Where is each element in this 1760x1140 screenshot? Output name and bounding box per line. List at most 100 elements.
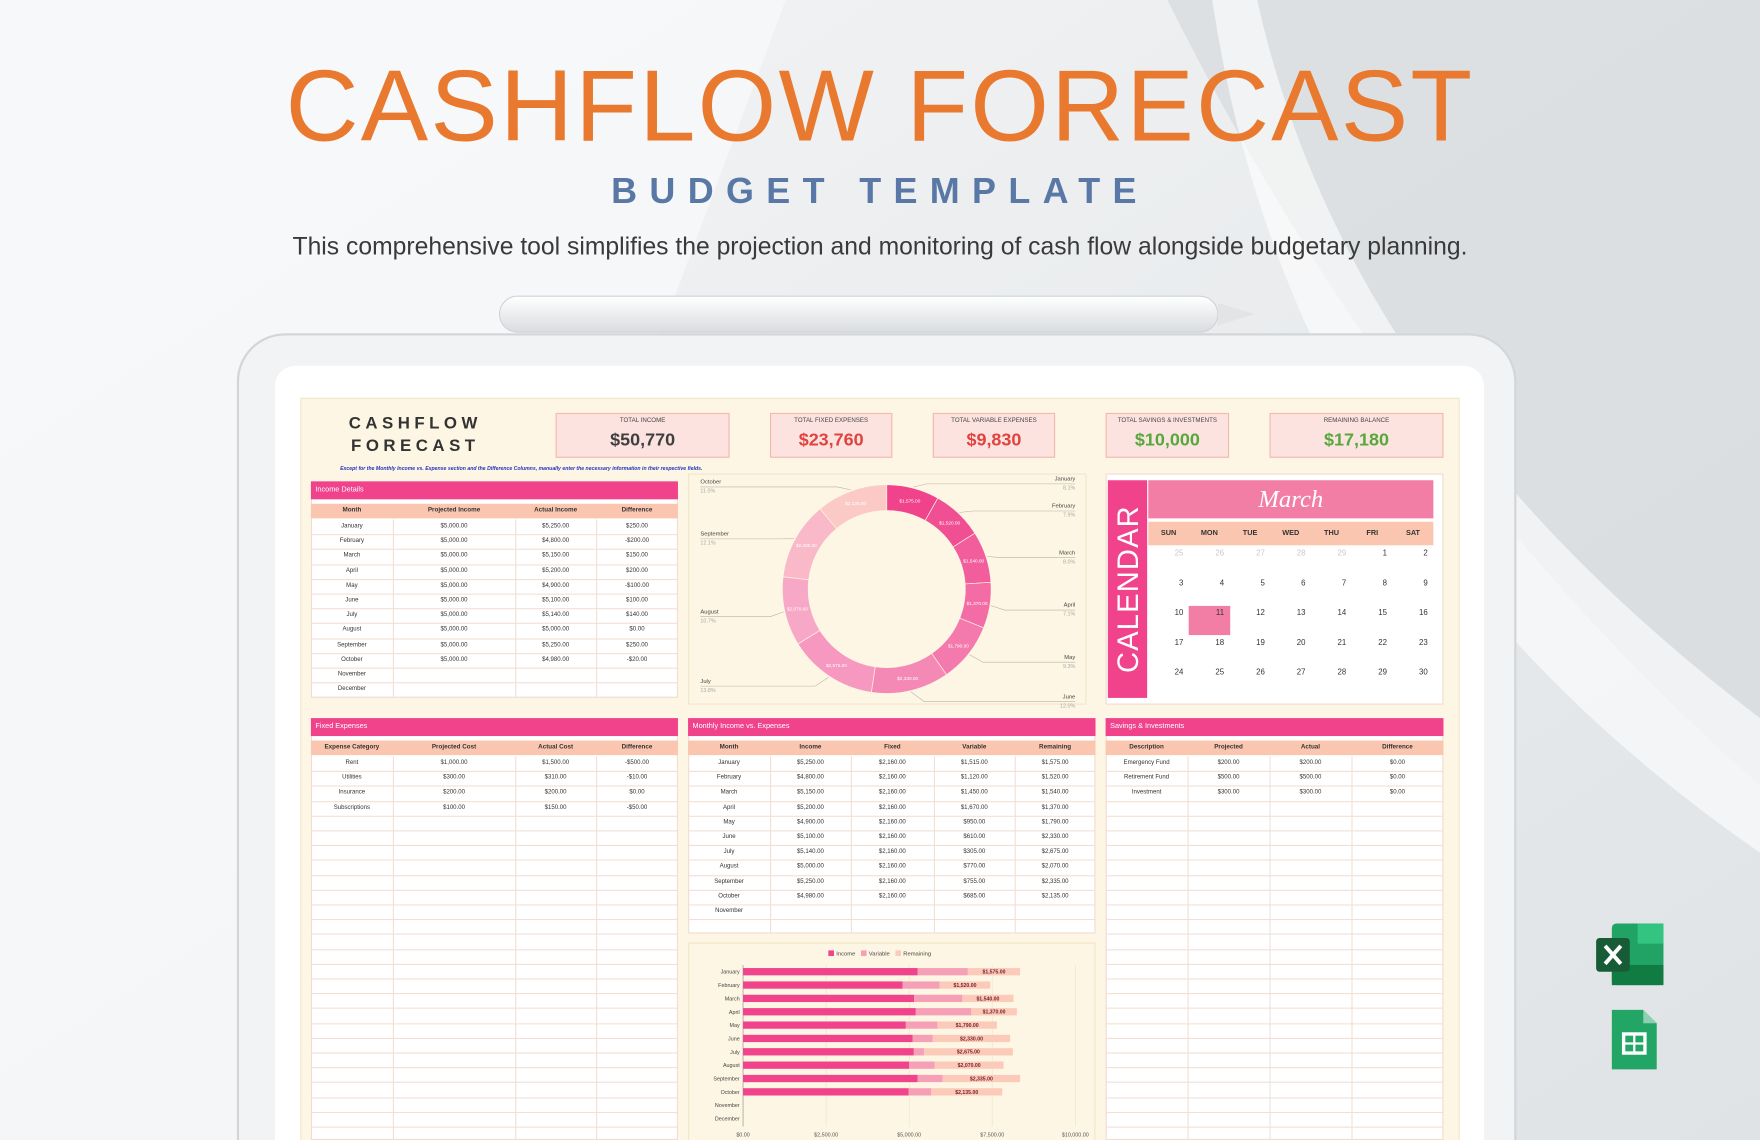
row-line: [310, 667, 678, 669]
day: 9: [1423, 579, 1428, 588]
row-line: [310, 785, 678, 787]
cell: $2,335.00: [1041, 878, 1069, 885]
column-header: Description: [1129, 743, 1164, 751]
cell: $200.00: [443, 789, 465, 796]
column-line: [1269, 756, 1271, 1140]
cell: $1,515.00: [960, 759, 988, 767]
cell: $250.00: [626, 522, 648, 530]
day: 17: [1174, 639, 1184, 648]
cell: $5,000.00: [440, 582, 468, 589]
day: 21: [1337, 639, 1347, 648]
cell: $2,160.00: [878, 848, 906, 856]
row-line: [688, 874, 1096, 876]
row-line: [310, 1022, 678, 1024]
kpi-label: TOTAL SAVINGS & INVESTMENTS: [1117, 417, 1217, 425]
page-subtitle: BUDGET TEMPLATE: [611, 170, 1149, 211]
row-line: [688, 889, 1096, 891]
kpi-value: $23,760: [798, 430, 864, 450]
cell: -$10.00: [626, 774, 648, 782]
day: 23: [1418, 639, 1428, 648]
day: 7: [1341, 579, 1347, 588]
cell: $610.00: [963, 833, 986, 841]
row-line: [1105, 874, 1444, 876]
cell: $2,070.00: [1041, 863, 1069, 871]
cell: $5,200.00: [542, 567, 570, 575]
day: 2: [1423, 549, 1428, 558]
cell: February: [339, 537, 364, 545]
cell: $4,980.00: [796, 892, 824, 900]
cell: $5,000.00: [440, 522, 468, 530]
cell: $1,450.00: [960, 789, 988, 796]
row-line: [1105, 771, 1444, 773]
cell: -$200.00: [625, 537, 649, 545]
cell: $1,670.00: [960, 804, 988, 811]
cell: $0.00: [629, 626, 645, 634]
excel-icon: [1596, 923, 1664, 986]
row-line: [310, 815, 678, 817]
cell: Subscriptions: [333, 804, 371, 811]
row-line: [1105, 1022, 1444, 1024]
row-line: [310, 948, 678, 950]
day: 16: [1418, 609, 1428, 618]
kpi-label: TOTAL INCOME: [619, 417, 666, 425]
cell: August: [342, 626, 362, 634]
cell: $5,000.00: [796, 863, 824, 871]
kpi-value: $10,000: [1134, 430, 1200, 450]
row-line: [1105, 993, 1444, 995]
row-line: [688, 815, 1096, 817]
cell: $2,160.00: [878, 789, 906, 796]
cell: $300.00: [1299, 789, 1322, 796]
cell: $0.00: [1389, 774, 1406, 782]
cell: June: [345, 596, 359, 604]
row-line: [310, 933, 678, 936]
sheet-title: CASHFLOW: [348, 414, 482, 434]
cell: $5,250.00: [542, 641, 570, 649]
column-header-row: [310, 740, 678, 756]
day: 14: [1337, 609, 1347, 618]
column-header-row: [310, 503, 678, 519]
panel-title: Monthly Income vs. Expenses: [688, 718, 1096, 737]
day: 26: [1256, 669, 1265, 678]
cell: $140.00: [626, 611, 648, 619]
weekday: WED: [1282, 529, 1300, 538]
row-line: [688, 859, 1096, 862]
cell: $5,000.00: [440, 552, 468, 560]
cell: $0.00: [1389, 789, 1406, 796]
row-line: [1105, 963, 1444, 965]
cell: $500.00: [1299, 774, 1322, 782]
cell: May: [346, 582, 358, 589]
cell: March: [343, 552, 361, 560]
cell: February: [716, 774, 742, 782]
day: 5: [1260, 579, 1265, 588]
column-line: [596, 519, 598, 698]
cell: $0.00: [629, 789, 645, 796]
cell: $5,150.00: [542, 552, 570, 560]
cell: $310.00: [544, 774, 567, 782]
column-line: [1014, 756, 1016, 934]
cell: $2,675.00: [1041, 848, 1069, 856]
row-line: [1105, 859, 1444, 862]
day: 20: [1296, 639, 1306, 648]
day: 19: [1256, 639, 1265, 648]
kpi-label: TOTAL VARIABLE EXPENSES: [951, 417, 1037, 425]
row-line: [310, 904, 678, 906]
cell: Emergency Fund: [1123, 759, 1170, 767]
row-line: [688, 904, 1096, 906]
column-header: Income: [799, 743, 822, 751]
row-line: [1105, 904, 1444, 906]
column-header: Expense Category: [324, 743, 380, 751]
cell: $5,000.00: [440, 596, 468, 604]
row-line: [310, 549, 678, 551]
cell: $5,000.00: [440, 567, 468, 575]
column-header-row: [1105, 740, 1444, 756]
weekday: TUE: [1242, 529, 1258, 538]
column-header: Actual: [1300, 743, 1321, 751]
row-line: [1105, 830, 1444, 832]
row-line: [310, 608, 678, 610]
cell: $2,160.00: [878, 892, 906, 900]
cell: $5,000.00: [440, 656, 468, 663]
cell: $2,135.00: [1041, 892, 1069, 900]
day: 6: [1301, 579, 1306, 588]
row-line: [310, 682, 678, 684]
